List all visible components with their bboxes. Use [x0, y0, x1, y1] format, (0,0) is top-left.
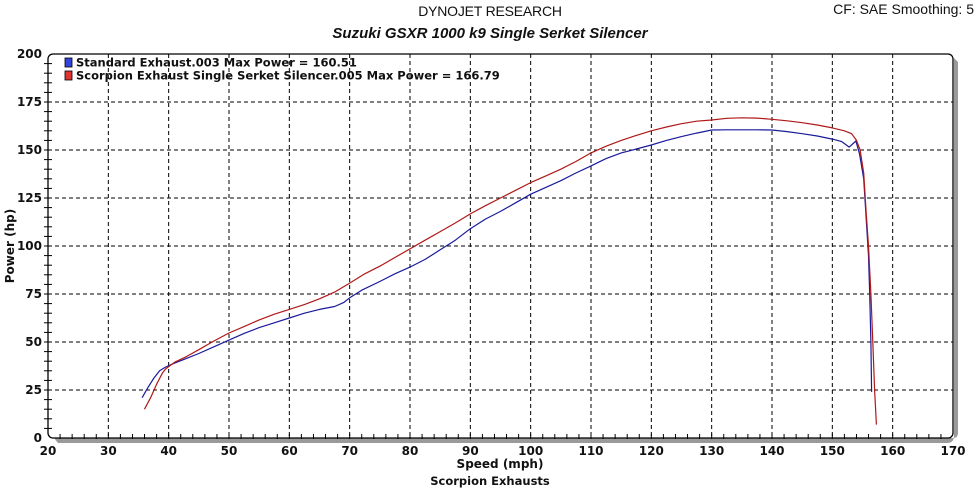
x-tick-label: 40	[160, 444, 177, 458]
data-series	[141, 117, 877, 425]
x-tick-label: 60	[281, 444, 298, 458]
legend-label-1: Standard Exhaust.003 Max Power = 160.51	[76, 56, 357, 70]
shadow-shape	[54, 58, 958, 443]
series-line-2	[143, 117, 877, 425]
y-tick-label: 0	[34, 431, 42, 445]
x-tick-label: 110	[578, 444, 603, 458]
x-tick-label: 130	[699, 444, 724, 458]
legend-swatch-1	[64, 57, 73, 68]
header-company: DYNOJET RESEARCH	[418, 3, 562, 19]
x-tick-label: 90	[462, 444, 479, 458]
y-tick-label: 125	[17, 191, 42, 205]
footer-label: Scorpion Exhausts	[430, 474, 550, 488]
series-line-1	[141, 129, 873, 398]
x-tick-label: 100	[518, 444, 543, 458]
axis-ticks	[44, 63, 942, 439]
y-tick-label: 175	[17, 95, 42, 109]
x-tick-label: 20	[40, 444, 57, 458]
y-tick-label: 200	[17, 47, 42, 61]
x-tick-label: 50	[221, 444, 238, 458]
y-tick-label: 75	[25, 287, 42, 301]
plot-shadow	[54, 58, 958, 443]
x-tick-label: 120	[639, 444, 664, 458]
y-axis-title: Power (hp)	[3, 209, 17, 283]
x-tick-label: 170	[940, 444, 965, 458]
x-tick-label: 80	[402, 444, 419, 458]
x-tick-label: 30	[100, 444, 117, 458]
x-tick-label: 70	[341, 444, 358, 458]
legend-label-2: Scorpion Exhaust Single Serket Silencer.…	[76, 69, 500, 83]
x-axis-title: Speed (mph)	[457, 457, 544, 471]
header-settings: CF: SAE Smoothing: 5	[833, 1, 974, 17]
y-tick-label: 50	[25, 335, 42, 349]
x-tick-label: 150	[820, 444, 845, 458]
y-axis-tick-labels: 0 25 50 75 100 125 150 175 200	[17, 47, 42, 445]
x-axis-tick-labels: 20 30 40 50 60 70 80 90 100 110 120 130 140 150 160 170	[40, 444, 966, 458]
y-tick-label: 25	[25, 383, 42, 397]
x-tick-label: 140	[759, 444, 784, 458]
grid-lines	[48, 54, 953, 438]
y-tick-label: 100	[17, 239, 42, 253]
chart-title: Suzuki GSXR 1000 k9 Single Serket Silenc…	[332, 25, 648, 42]
legend-swatch-2	[64, 70, 73, 81]
legend: Standard Exhaust.003 Max Power = 160.51S…	[64, 56, 500, 83]
x-tick-label: 160	[880, 444, 905, 458]
y-tick-label: 150	[17, 143, 42, 157]
